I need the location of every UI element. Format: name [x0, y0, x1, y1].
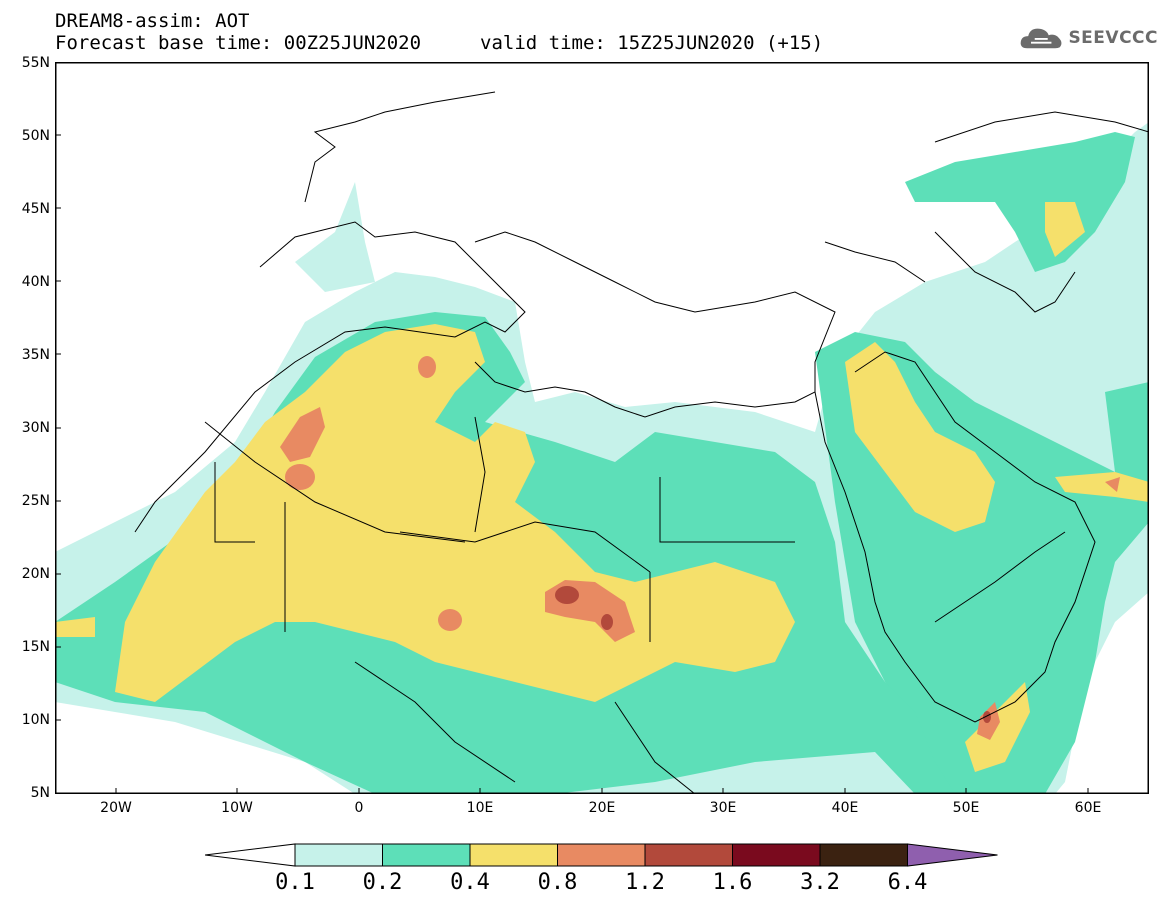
colorbar-label: 0.1	[275, 870, 315, 895]
y-tick-label: 55N	[21, 55, 50, 71]
x-tick-label: 20E	[588, 800, 616, 816]
y-tick-label: 50N	[21, 128, 50, 144]
x-tick-label: 0	[354, 800, 364, 816]
y-tick-label: 10N	[21, 712, 50, 728]
valid-time: valid time: 15Z25JUN2020 (+15)	[480, 32, 824, 54]
y-tick-label: 35N	[21, 347, 50, 363]
y-tick-label: 15N	[21, 639, 50, 655]
colorbar-segment	[382, 843, 471, 867]
aot-contour-0.8	[280, 356, 1120, 740]
y-tick-label: 45N	[21, 201, 50, 217]
y-tick-label: 40N	[21, 274, 50, 290]
colorbar-label: 1.2	[625, 870, 665, 895]
cloud-icon	[1020, 28, 1062, 49]
logo-text: SEEVCCC	[1068, 28, 1158, 48]
axis-ticks	[55, 134, 1089, 794]
colorbar-segment	[819, 843, 908, 867]
x-tick-label: 60E	[1074, 800, 1102, 816]
colorbar-label: 0.2	[362, 870, 403, 895]
colorbar-segment	[557, 843, 646, 867]
colorbar-label: 1.6	[712, 870, 753, 895]
forecast-base-time: Forecast base time: 00Z25JUN2020	[55, 32, 422, 54]
colorbar-segment	[294, 843, 383, 867]
x-tick-label: 10E	[466, 800, 494, 816]
colorbar-label: 6.4	[887, 870, 928, 895]
aot-map	[55, 62, 1149, 794]
x-tick-label: 50E	[952, 800, 980, 816]
y-tick-label: 30N	[21, 420, 50, 436]
x-tick-label: 40E	[831, 800, 859, 816]
y-tick-label: 20N	[21, 566, 50, 582]
colorbar	[205, 843, 998, 867]
colorbar-segment	[469, 843, 558, 867]
aot-contour-1.2	[555, 586, 991, 723]
colorbar-segment	[732, 843, 821, 867]
colorbar-segment	[907, 843, 998, 867]
colorbar-segment	[644, 843, 733, 867]
chart-title: DREAM8-assim: AOT	[55, 10, 250, 32]
x-tick-label: 20W	[100, 800, 132, 816]
x-tick-label: 30E	[709, 800, 737, 816]
colorbar-label: 3.2	[800, 870, 840, 895]
coastlines	[134, 91, 1149, 794]
colorbar-label: 0.4	[450, 870, 490, 895]
colorbar-label: 0.8	[537, 870, 578, 895]
colorbar-segment	[205, 843, 296, 867]
seevccc-logo: SEEVCCC	[1018, 20, 1158, 56]
x-tick-label: 10W	[221, 800, 253, 816]
y-tick-label: 25N	[21, 493, 50, 509]
y-tick-label: 5N	[30, 785, 50, 801]
